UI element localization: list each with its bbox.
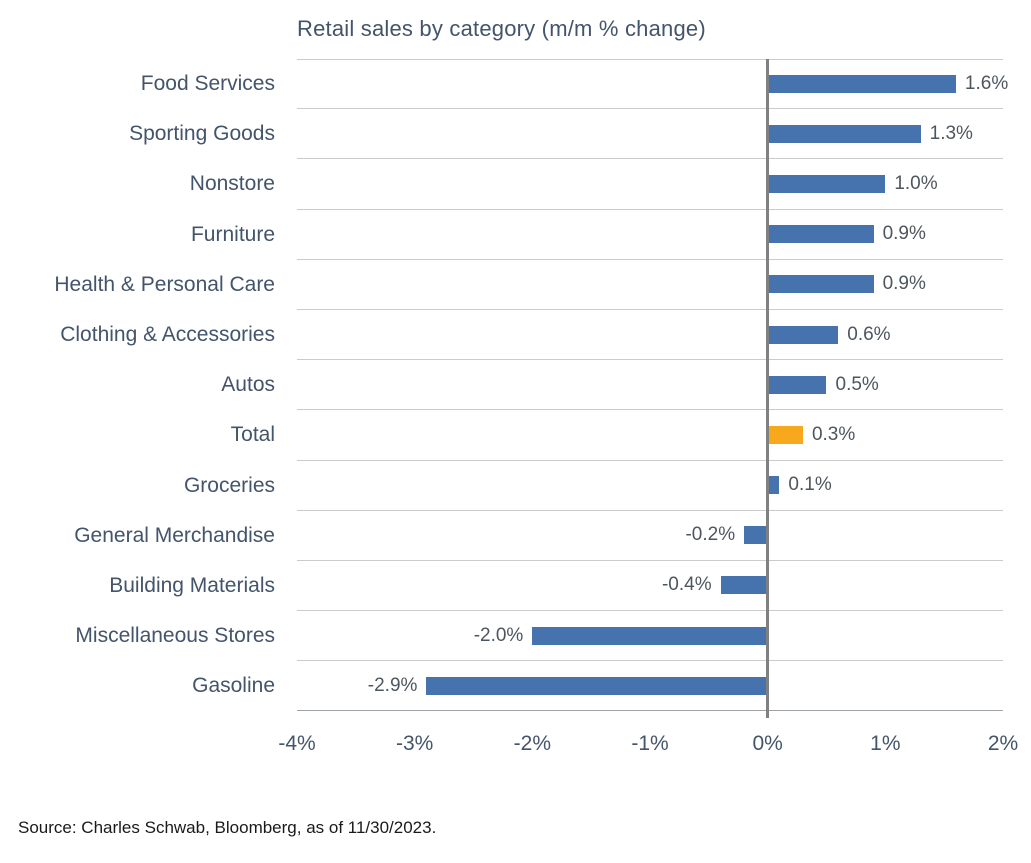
value-label: 1.6%: [964, 73, 1009, 95]
chart-row: General Merchandise -0.2%: [0, 511, 1003, 561]
chart-row: Total 0.3%: [0, 410, 1003, 461]
value-label: 0.5%: [835, 373, 879, 395]
data-bar: [426, 676, 768, 695]
category-label: Food Services: [140, 72, 275, 96]
data-bar: [767, 476, 780, 495]
value-label: -2.0%: [473, 624, 524, 646]
x-axis-tick-label: -4%: [278, 732, 316, 755]
value-label: 0.1%: [788, 474, 832, 496]
category-label: Gasoline: [192, 674, 275, 698]
chart-row: Clothing & Accessories 0.6%: [0, 310, 1003, 361]
data-bar: [720, 576, 768, 595]
value-label: 0.9%: [882, 273, 926, 295]
plot-cell: 1.6%: [297, 59, 1008, 110]
plot-area: Food Services 1.6% Sporting Goods 1.3% Nonst…: [0, 59, 1018, 755]
chart-row: Health & Personal Care 0.9%: [0, 260, 1003, 310]
chart-row: Furniture 0.9%: [0, 210, 1003, 260]
plot-cell: -2.9%: [297, 661, 1003, 712]
highlight-bar: [767, 425, 803, 444]
chart-row: Sporting Goods 1.3%: [0, 109, 1003, 160]
plot-cell: -0.2%: [297, 511, 1003, 561]
data-bar: [767, 375, 827, 394]
chart-row: Groceries 0.1%: [0, 461, 1003, 511]
data-bar: [767, 225, 874, 244]
x-axis: -4% -3% -2% -1% 0% 1% 2%: [278, 713, 1018, 763]
zero-axis-line: [766, 59, 769, 718]
x-axis-tick-label: -3%: [395, 732, 434, 755]
value-label: 1.0%: [894, 172, 938, 194]
value-label: 0.6%: [847, 323, 891, 345]
value-label: 0.9%: [882, 223, 926, 245]
chart-row: Nonstore 1.0%: [0, 159, 1003, 210]
plot-cell: 1.3%: [297, 109, 1003, 160]
plot-cell: 0.6%: [297, 310, 1003, 361]
plot-cell: 0.1%: [297, 461, 1003, 511]
plot-cell: -0.4%: [297, 561, 1003, 612]
plot-cell: -2.0%: [297, 611, 1003, 662]
plot-cell: 0.3%: [297, 410, 1003, 461]
source-note: Source: Charles Schwab, Bloomberg, as of…: [18, 818, 437, 837]
category-label: Autos: [221, 373, 275, 397]
chart-row: Gasoline -2.9%: [0, 661, 1003, 712]
data-bar: [767, 275, 874, 294]
data-bar: [767, 325, 839, 344]
chart-row: Autos 0.5%: [0, 360, 1003, 411]
bar-rows: Food Services 1.6% Sporting Goods 1.3% Nonst…: [0, 59, 1008, 712]
chart-row: Food Services 1.6%: [0, 59, 1008, 110]
category-label: Building Materials: [109, 573, 275, 597]
plot-cell: 0.9%: [297, 210, 1003, 260]
chart-row: Building Materials -0.4%: [0, 561, 1003, 612]
chart-row: Miscellaneous Stores -2.0%: [0, 611, 1003, 662]
plot-cell: 1.0%: [297, 159, 1003, 210]
value-label: 1.3%: [929, 122, 973, 144]
category-label: General Merchandise: [74, 523, 275, 547]
category-label: Miscellaneous Stores: [75, 624, 275, 648]
data-bar: [532, 626, 768, 645]
category-label: Sporting Goods: [129, 122, 275, 146]
plot-cell: 0.9%: [297, 260, 1003, 310]
value-label: -0.4%: [661, 574, 712, 596]
category-label: Health & Personal Care: [54, 272, 275, 296]
x-axis-tick-label: 1%: [870, 732, 901, 755]
category-label: Clothing & Accessories: [60, 323, 275, 347]
x-axis-tick-label: -2%: [513, 732, 552, 755]
category-label: Groceries: [183, 473, 275, 497]
value-label: 0.3%: [811, 423, 856, 445]
chart-title: Retail sales by category (m/m % change): [297, 16, 706, 41]
x-axis-tick-label: 0%: [752, 732, 783, 755]
plot-cell: 0.5%: [297, 360, 1003, 411]
x-axis-tick-label: 2%: [987, 732, 1019, 755]
value-label: -2.9%: [367, 674, 418, 696]
data-bar: [767, 75, 956, 94]
data-bar: [767, 124, 921, 143]
category-label: Furniture: [190, 222, 275, 246]
x-axis-tick-label: -1%: [631, 732, 669, 755]
category-label: Nonstore: [189, 172, 275, 196]
category-label: Total: [230, 423, 275, 447]
value-label: -0.2%: [685, 524, 736, 546]
data-bar: [744, 526, 768, 545]
data-bar: [767, 174, 886, 193]
